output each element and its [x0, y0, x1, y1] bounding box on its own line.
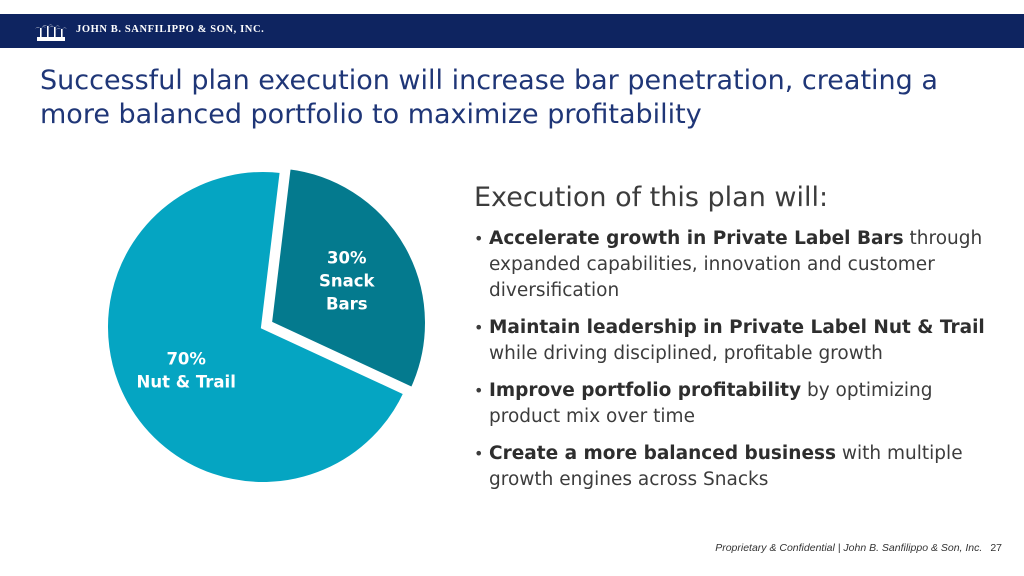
footer-text: Proprietary & Confidential | John B. San… [715, 542, 983, 554]
slice-percent-label: 30% [327, 248, 367, 267]
bullet-item: • Improve portfolio profitability by opti… [474, 378, 994, 430]
pie-slice [104, 168, 409, 486]
bullet-text: through expanded capabilities, innovatio… [489, 228, 983, 301]
slice-percent-label: 70% [166, 349, 206, 368]
company-name: JOHN B. SANFILIPPO & SON, INC. [76, 24, 265, 35]
bullet-list: • Accelerate growth in Private Label Bars… [474, 226, 994, 504]
pie-chart-svg: 30% Snack Bars 70% Nut & Trail [104, 165, 429, 486]
bullet-bold: Maintain leadership in Private Label Nut… [489, 317, 985, 338]
palm-trees-logo-icon [35, 24, 67, 41]
slice-category-label: Snack [319, 271, 376, 290]
bullet-bold: Improve portfolio profitability [489, 380, 802, 401]
bullet-text: by optimizing product mix over time [489, 380, 933, 427]
bullet-item: • Accelerate growth in Private Label Bars… [474, 226, 994, 304]
bullet-item: • Maintain leadership in Private Label Nu… [474, 315, 994, 367]
pie-chart: 30% Snack Bars 70% Nut & Trail [95, 165, 435, 490]
slice-category-label: Nut & Trail [137, 372, 236, 391]
bullet-bold: Create a more balanced business [489, 443, 837, 464]
bullet-dot-icon: • [474, 444, 484, 463]
page-number: 27 [990, 542, 1002, 554]
header-bar: JOHN B. SANFILIPPO & SON, INC. [0, 14, 1024, 48]
bullet-dot-icon: • [474, 381, 484, 400]
page-title: Successful plan execution will increase … [40, 65, 938, 130]
section-heading: Execution of this plan will: [474, 182, 829, 213]
bullet-text: with multiple growth engines across Snac… [489, 443, 963, 490]
pie-slice [267, 165, 429, 392]
bullet-text: while driving disciplined, profitable gr… [489, 343, 883, 364]
footer: Proprietary & Confidential | John B. San… [715, 542, 1002, 554]
bullet-bold: Accelerate growth in Private Label Bars [489, 228, 904, 249]
bullet-dot-icon: • [474, 318, 484, 337]
bullet-item: • Create a more balanced business with mu… [474, 441, 994, 493]
slice-category-label: Bars [326, 294, 368, 313]
bullet-dot-icon: • [474, 229, 484, 248]
